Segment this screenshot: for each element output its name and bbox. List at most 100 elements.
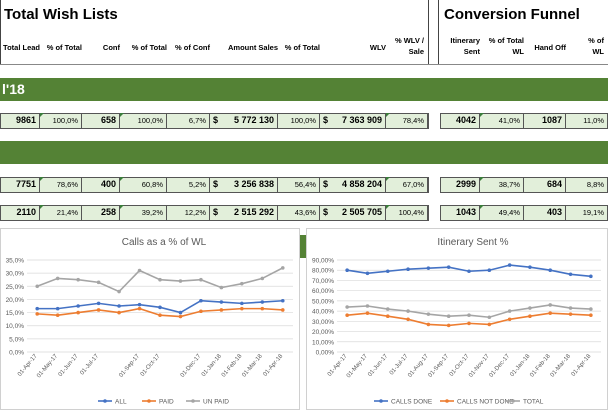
col-header-pct-conf: % of Conf — [175, 43, 210, 52]
y-tick-label: 10,00% — [312, 339, 334, 346]
cell-pct-conf: 5,2% — [167, 177, 210, 193]
x-tick-label: 01-Mar-18 — [550, 353, 573, 379]
y-tick-label: 0,00% — [316, 350, 335, 357]
data-point — [548, 303, 553, 307]
row-background-left — [0, 205, 429, 221]
x-tick-label: 01-Jun-17 — [367, 353, 389, 378]
col-header-total-lead: Total Lead — [3, 43, 40, 52]
data-point — [365, 271, 370, 276]
cell-comment-marker — [120, 177, 124, 181]
data-point — [467, 321, 471, 326]
wish-lists-title: Total Wish Lists — [4, 6, 118, 23]
data-point — [426, 322, 431, 327]
cell-total-lead: 7751 — [0, 177, 40, 193]
data-point — [487, 322, 492, 327]
data-point — [345, 268, 349, 273]
cell-wlv-currency: $ — [323, 207, 329, 217]
cell-hand-off: 403 — [524, 205, 566, 221]
data-point — [199, 298, 203, 303]
cell-pct-conf: 12,2% — [167, 205, 210, 221]
cell-comment-marker — [40, 205, 44, 209]
data-point — [548, 268, 553, 273]
col-header-itinerary-sent: Itinerary Sent — [450, 36, 480, 56]
data-point — [365, 304, 370, 308]
col-header-pct-wlv-sale: % WLV / Sale — [394, 36, 424, 56]
y-tick-label: 90,00% — [312, 258, 334, 265]
data-point — [589, 313, 593, 317]
legend-label: CALLS DONE — [391, 399, 433, 406]
y-tick-label: 30,0% — [6, 271, 25, 278]
data-point — [240, 306, 244, 311]
cell-amount-sales: 2 515 292 — [224, 205, 278, 221]
data-point — [365, 311, 370, 315]
col-header-pct-total-3: % of Total — [284, 43, 320, 52]
x-tick-label: 01-May-17 — [346, 353, 369, 379]
calls-chart: Calls as a % of WL 0,0% 5,0% 10,0% 15,0% 20,0… — [0, 228, 300, 410]
cell-pct-total: 100,0% — [40, 113, 82, 129]
cell-pct-wl: 8,8% — [566, 177, 608, 193]
data-point — [487, 315, 492, 320]
data-point — [178, 279, 183, 283]
data-point — [96, 301, 101, 306]
itinerary-chart: Itinerary Sent % 0,00% 10,00% 20,00% 30,00% 4… — [306, 228, 608, 410]
data-point — [426, 266, 431, 270]
cell-pct-conf: 6,7% — [167, 113, 210, 129]
y-tick-label: 80,00% — [312, 268, 334, 275]
legend-marker — [445, 399, 449, 403]
cell-total-lead: 2110 — [0, 205, 40, 221]
data-point — [55, 313, 60, 317]
data-point — [76, 310, 80, 315]
data-point — [446, 314, 451, 319]
data-point — [137, 302, 142, 307]
legend-marker — [191, 399, 195, 403]
cell-itinerary-sent: 4042 — [441, 113, 480, 129]
x-tick-label: 01-Apr-17 — [17, 353, 39, 378]
data-point — [240, 281, 244, 286]
period-band-label: l'18 — [2, 81, 25, 97]
cell-pct-total-2: 39,2% — [120, 205, 167, 221]
data-point — [426, 312, 431, 316]
col-header-wlv: WLV — [369, 43, 386, 52]
cell-conf: 258 — [82, 205, 120, 221]
cell-comment-marker — [386, 113, 390, 117]
band-stub — [299, 235, 307, 258]
cell-amount-sales: 5 772 130 — [224, 113, 278, 129]
data-point — [507, 317, 512, 322]
y-tick-label: 5,0% — [9, 336, 24, 343]
cell-itinerary-sent: 1043 — [441, 205, 480, 221]
data-point — [280, 308, 285, 312]
x-tick-label: 01-Sep-17 — [428, 353, 451, 379]
x-tick-label: 01-Dec-17 — [180, 353, 203, 379]
data-point — [158, 313, 162, 317]
cell-pct-total-3: 56,4% — [278, 177, 320, 193]
col-header-conf: Conf — [102, 43, 120, 52]
cell-comment-marker — [120, 113, 124, 117]
data-point — [280, 266, 285, 270]
x-tick-label: 01-Apr-18 — [263, 353, 285, 378]
data-point — [385, 314, 390, 319]
y-tick-label: 60,00% — [312, 288, 334, 295]
data-point — [35, 312, 40, 316]
data-point — [76, 304, 80, 308]
data-point — [178, 314, 183, 319]
cell-pct-total: 78,6% — [40, 177, 82, 193]
cell-comment-marker — [480, 177, 484, 181]
data-point — [568, 272, 573, 277]
data-point — [219, 285, 224, 290]
cell-comment-marker — [386, 177, 390, 181]
cell-wlv-currency: $ — [323, 179, 329, 189]
itinerary-chart-svg: Itinerary Sent % 0,00% 10,00% 20,00% 30,00% 4… — [312, 237, 601, 406]
legend-label: TOTAL — [523, 399, 544, 406]
x-tick-label: 01-Jul-17 — [389, 353, 410, 377]
legend-marker — [379, 399, 383, 403]
row-background-left — [0, 113, 429, 129]
cell-amount-sales: 3 256 838 — [224, 177, 278, 193]
data-point — [137, 268, 142, 273]
legend-label: ALL — [115, 399, 127, 406]
data-point — [199, 309, 203, 314]
cell-pct-wl: 19,1% — [566, 205, 608, 221]
data-point — [528, 265, 532, 269]
y-tick-label: 40,00% — [312, 309, 334, 316]
x-tick-label: 01-Oct-17 — [449, 353, 471, 378]
legend-label: UN PAID — [203, 399, 229, 406]
